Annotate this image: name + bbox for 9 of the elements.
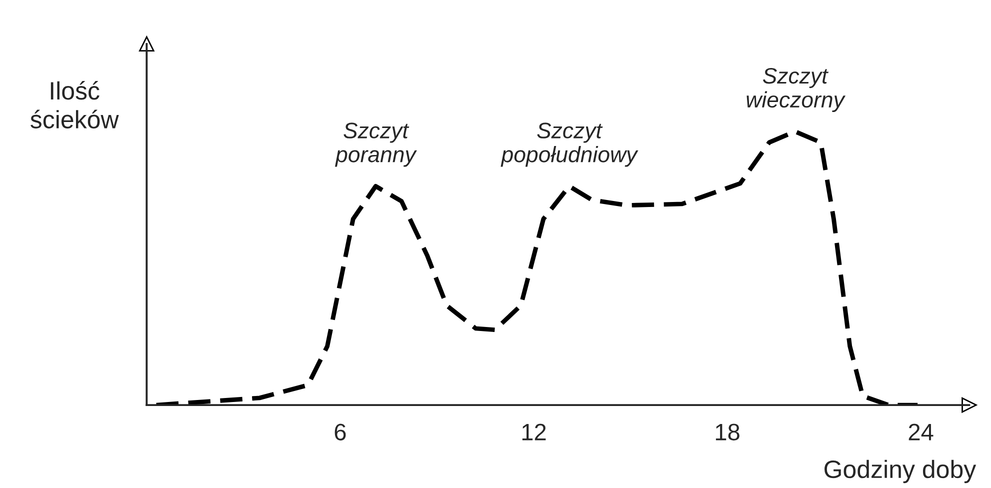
- annotation: Szczyt wieczorny: [746, 68, 846, 112]
- x-tick-label: 12: [522, 424, 546, 440]
- x-tick-label: 18: [716, 424, 740, 440]
- x-tick-label: 6: [334, 424, 346, 440]
- annotation: Szczyt poranny: [334, 122, 417, 167]
- annotation: Szczyt popołudniowy: [500, 122, 638, 167]
- x-tick-label: 24: [908, 424, 934, 440]
- y-axis-title: Ilość ścieków: [30, 81, 119, 128]
- x-axis-title: Godziny doby: [824, 460, 976, 484]
